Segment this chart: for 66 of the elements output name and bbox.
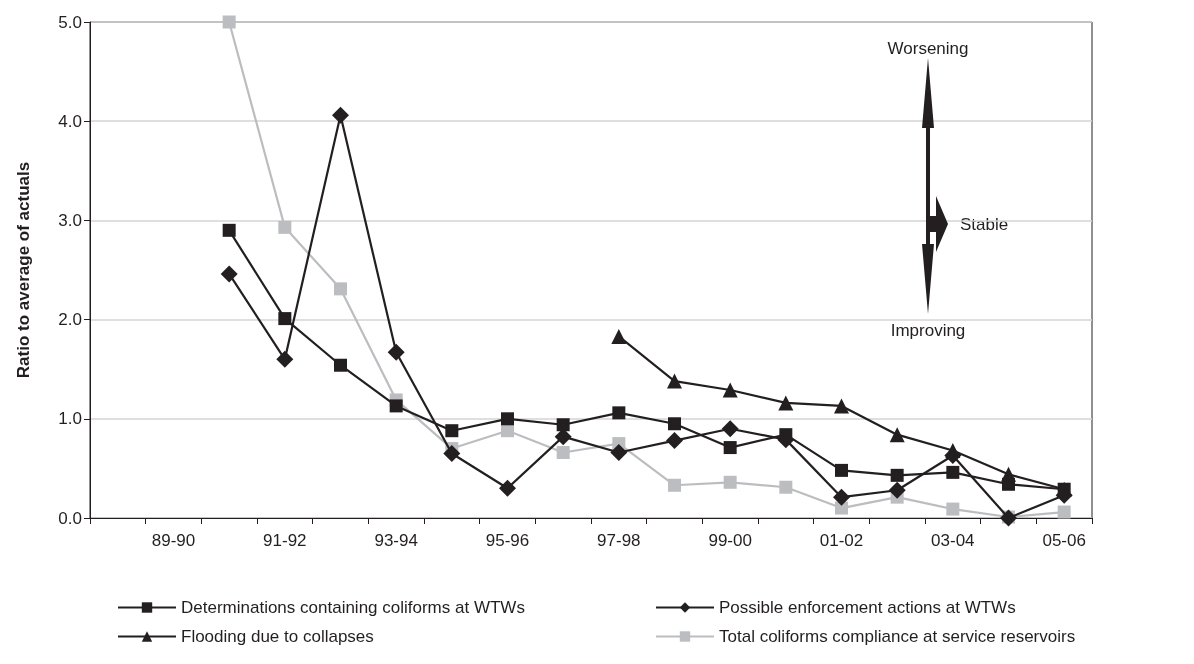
point [443,445,461,463]
y-tick-label: 3.0 [58,210,82,230]
point [501,412,514,426]
annotation: Improving [890,320,966,340]
point [834,398,849,414]
point [946,465,960,479]
x-tick-label: 97-98 [597,531,641,550]
x-tick-label: 91-92 [263,531,307,550]
point [389,399,403,413]
point [890,468,904,482]
point [721,420,739,438]
y-tick-label: 0.0 [58,508,82,528]
point [835,463,848,477]
point [334,358,347,372]
point [946,502,960,516]
y-tick-label: 4.0 [58,111,82,131]
x-tick-label: 95-96 [485,531,530,550]
y-tick-label: 5.0 [58,12,82,32]
x-tick-label: 93-94 [374,531,418,550]
point [332,106,349,124]
point [888,481,906,499]
point [1057,482,1071,496]
y-tick-label: 1.0 [58,409,82,429]
point [276,350,294,368]
point [668,417,681,431]
legend-label: Total coliforms compliance at service reservoirs [719,627,1076,646]
legend-label: Flooding due to collapses [181,627,374,646]
point [501,424,514,438]
point [667,373,682,389]
legend-label: Possible enforcement actions at WTWs [719,598,1016,617]
point [220,265,238,283]
legend-label: Determinations containing coliforms at WTWs [181,598,525,617]
point [833,488,850,506]
point [610,444,628,462]
point [779,428,793,442]
point [222,223,236,237]
point [556,418,570,432]
point [1057,505,1071,519]
point [723,475,737,489]
point [612,406,626,420]
point [278,312,292,326]
y-tick-label: 2.0 [58,310,82,330]
point [722,382,738,398]
x-tick-label: 99-00 [708,531,752,550]
point [611,328,627,344]
point [889,427,905,443]
point [278,220,292,234]
annotation: Stable [960,214,1009,234]
point [334,282,347,296]
annotation: Worsening [887,38,969,58]
x-tick-label: 01-02 [819,531,864,550]
point [666,432,683,450]
point [779,480,793,494]
point [445,424,459,438]
point [1002,477,1015,491]
point [499,479,516,497]
point [778,395,794,411]
point [723,441,737,455]
x-tick-label: 05-06 [1042,531,1086,550]
x-tick-label: 03-04 [931,531,975,550]
point [222,15,236,29]
y-axis-title: Ratio to average of actuals [14,161,33,379]
x-tick-label: 89-90 [151,531,196,550]
point [668,478,681,492]
point [387,343,405,361]
point [556,446,570,460]
